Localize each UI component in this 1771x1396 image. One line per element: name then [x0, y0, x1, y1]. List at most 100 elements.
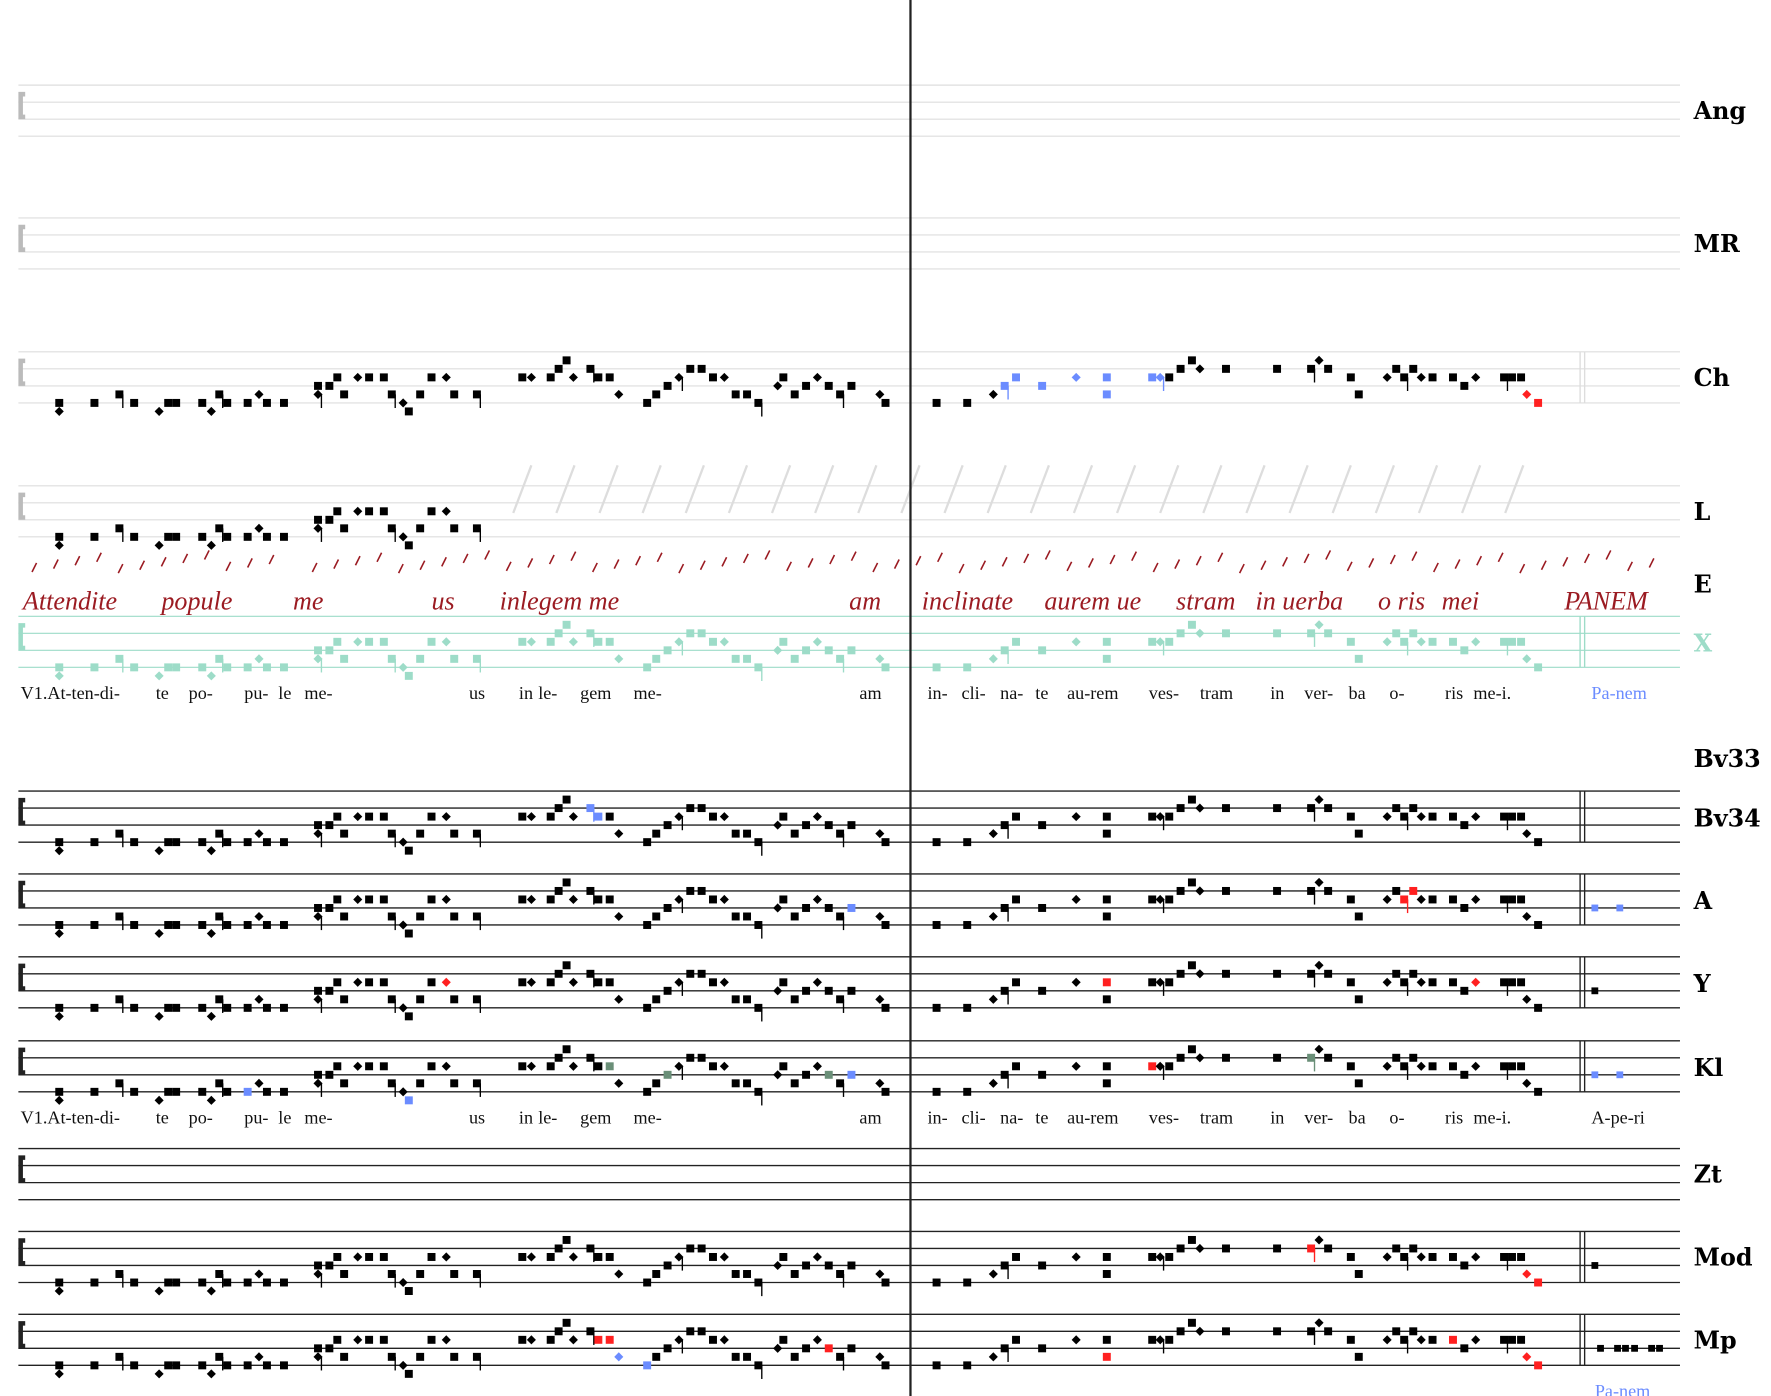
neume-square — [404, 1369, 413, 1378]
neume-square — [427, 373, 436, 382]
neume-diamond — [1071, 1061, 1081, 1071]
lyric-syllable: in- — [927, 683, 947, 703]
neume-square — [697, 364, 706, 373]
neume-square — [450, 829, 459, 838]
neume-square — [1273, 364, 1282, 373]
neume-square — [1500, 978, 1509, 987]
neume-diamond — [719, 1061, 729, 1071]
neume-square — [779, 1062, 788, 1071]
neume-square — [697, 1327, 706, 1336]
neume-square — [1148, 373, 1157, 382]
neume-diamond — [568, 812, 578, 822]
neume-diamond — [313, 654, 323, 664]
neume-square — [754, 1278, 763, 1287]
neume-diamond — [1416, 372, 1426, 382]
neume-diamond — [1471, 1335, 1481, 1345]
neume-square — [1307, 629, 1316, 638]
neume-mark — [1174, 559, 1181, 569]
neume-square — [1000, 903, 1009, 912]
neume-square — [881, 663, 890, 672]
neume-square — [198, 1278, 207, 1287]
neume-mark — [1217, 552, 1224, 563]
neume-square — [404, 541, 413, 550]
neume-square — [1012, 637, 1020, 646]
neume-square — [663, 1070, 672, 1079]
neume-square — [790, 390, 799, 399]
neume-diamond — [812, 1252, 822, 1262]
neume-square — [1102, 912, 1111, 921]
neume-square — [824, 1070, 833, 1079]
neume-diamond — [1522, 654, 1532, 664]
neume-diamond — [988, 1078, 998, 1088]
neume-square — [472, 1079, 481, 1088]
neume-mark — [1411, 551, 1418, 562]
neume-mark — [1325, 550, 1332, 560]
neume-square — [652, 654, 661, 663]
lyrics-bottom-end: Pa-nem — [1595, 1381, 1650, 1396]
neume-square — [416, 912, 425, 921]
neume-square — [779, 978, 788, 987]
neume-square — [90, 663, 99, 672]
neume-square — [546, 373, 555, 382]
neume-square — [130, 1361, 139, 1370]
neume-square — [55, 1361, 64, 1370]
neume-diamond — [441, 812, 451, 822]
neume-square — [325, 903, 334, 912]
neume-diamond — [1314, 1318, 1324, 1328]
neume-square — [416, 1079, 425, 1088]
neume-diamond — [353, 977, 363, 987]
neume-mark — [742, 553, 749, 564]
neume-square — [1354, 829, 1363, 838]
neume-diamond — [1155, 372, 1165, 382]
neume-square — [1400, 1335, 1409, 1344]
neume-mark — [419, 560, 426, 571]
lyric-syllable: gem — [580, 1108, 611, 1128]
neume-diamond — [1522, 829, 1532, 839]
neume-diamond — [1471, 637, 1481, 647]
neume-square — [472, 1270, 481, 1278]
neume-square — [243, 663, 252, 672]
lyric-syllable: pu- — [244, 1108, 268, 1128]
neume-square — [594, 978, 603, 987]
manuscript-word: Attendite — [21, 586, 117, 615]
neume-diamond — [1471, 812, 1481, 822]
neume-square — [697, 886, 706, 895]
neume-square — [223, 921, 232, 929]
neume-diamond — [254, 523, 264, 533]
neume-square — [279, 532, 288, 541]
notes-l — [54, 506, 482, 550]
neume-square — [172, 663, 181, 672]
neume-square — [1616, 904, 1624, 912]
neume-square — [1517, 373, 1526, 382]
neume-square — [709, 1062, 717, 1071]
neume-diamond — [875, 994, 885, 1004]
neume-square — [1187, 620, 1196, 629]
neume-diamond — [1382, 894, 1392, 904]
neume-diamond — [812, 977, 822, 987]
neume-square — [1428, 895, 1437, 904]
neume-square — [1392, 629, 1401, 638]
neume-diamond — [1314, 795, 1324, 805]
neume-square — [1534, 921, 1543, 929]
neume-square — [1165, 895, 1174, 904]
staff-label-l: L — [1694, 498, 1711, 526]
neume-square — [115, 1079, 124, 1088]
neume-square — [1346, 978, 1355, 987]
neume-square — [404, 1096, 413, 1105]
neume-square — [379, 895, 388, 904]
neume-square — [1354, 390, 1363, 399]
neume-square — [1165, 1335, 1174, 1344]
neume-square — [754, 1003, 763, 1012]
neume-diamond — [1522, 389, 1532, 399]
neume-square — [262, 1003, 271, 1012]
neume-square — [472, 995, 481, 1004]
neume-square — [594, 1252, 603, 1261]
neume-diamond — [526, 894, 536, 904]
neume-square — [546, 1335, 555, 1344]
neume-square — [824, 903, 833, 912]
neume-square — [243, 921, 252, 929]
neume-mark — [656, 552, 663, 563]
neume-square — [1222, 629, 1230, 638]
neume-square — [1000, 821, 1009, 830]
neume-mark — [1195, 555, 1202, 566]
